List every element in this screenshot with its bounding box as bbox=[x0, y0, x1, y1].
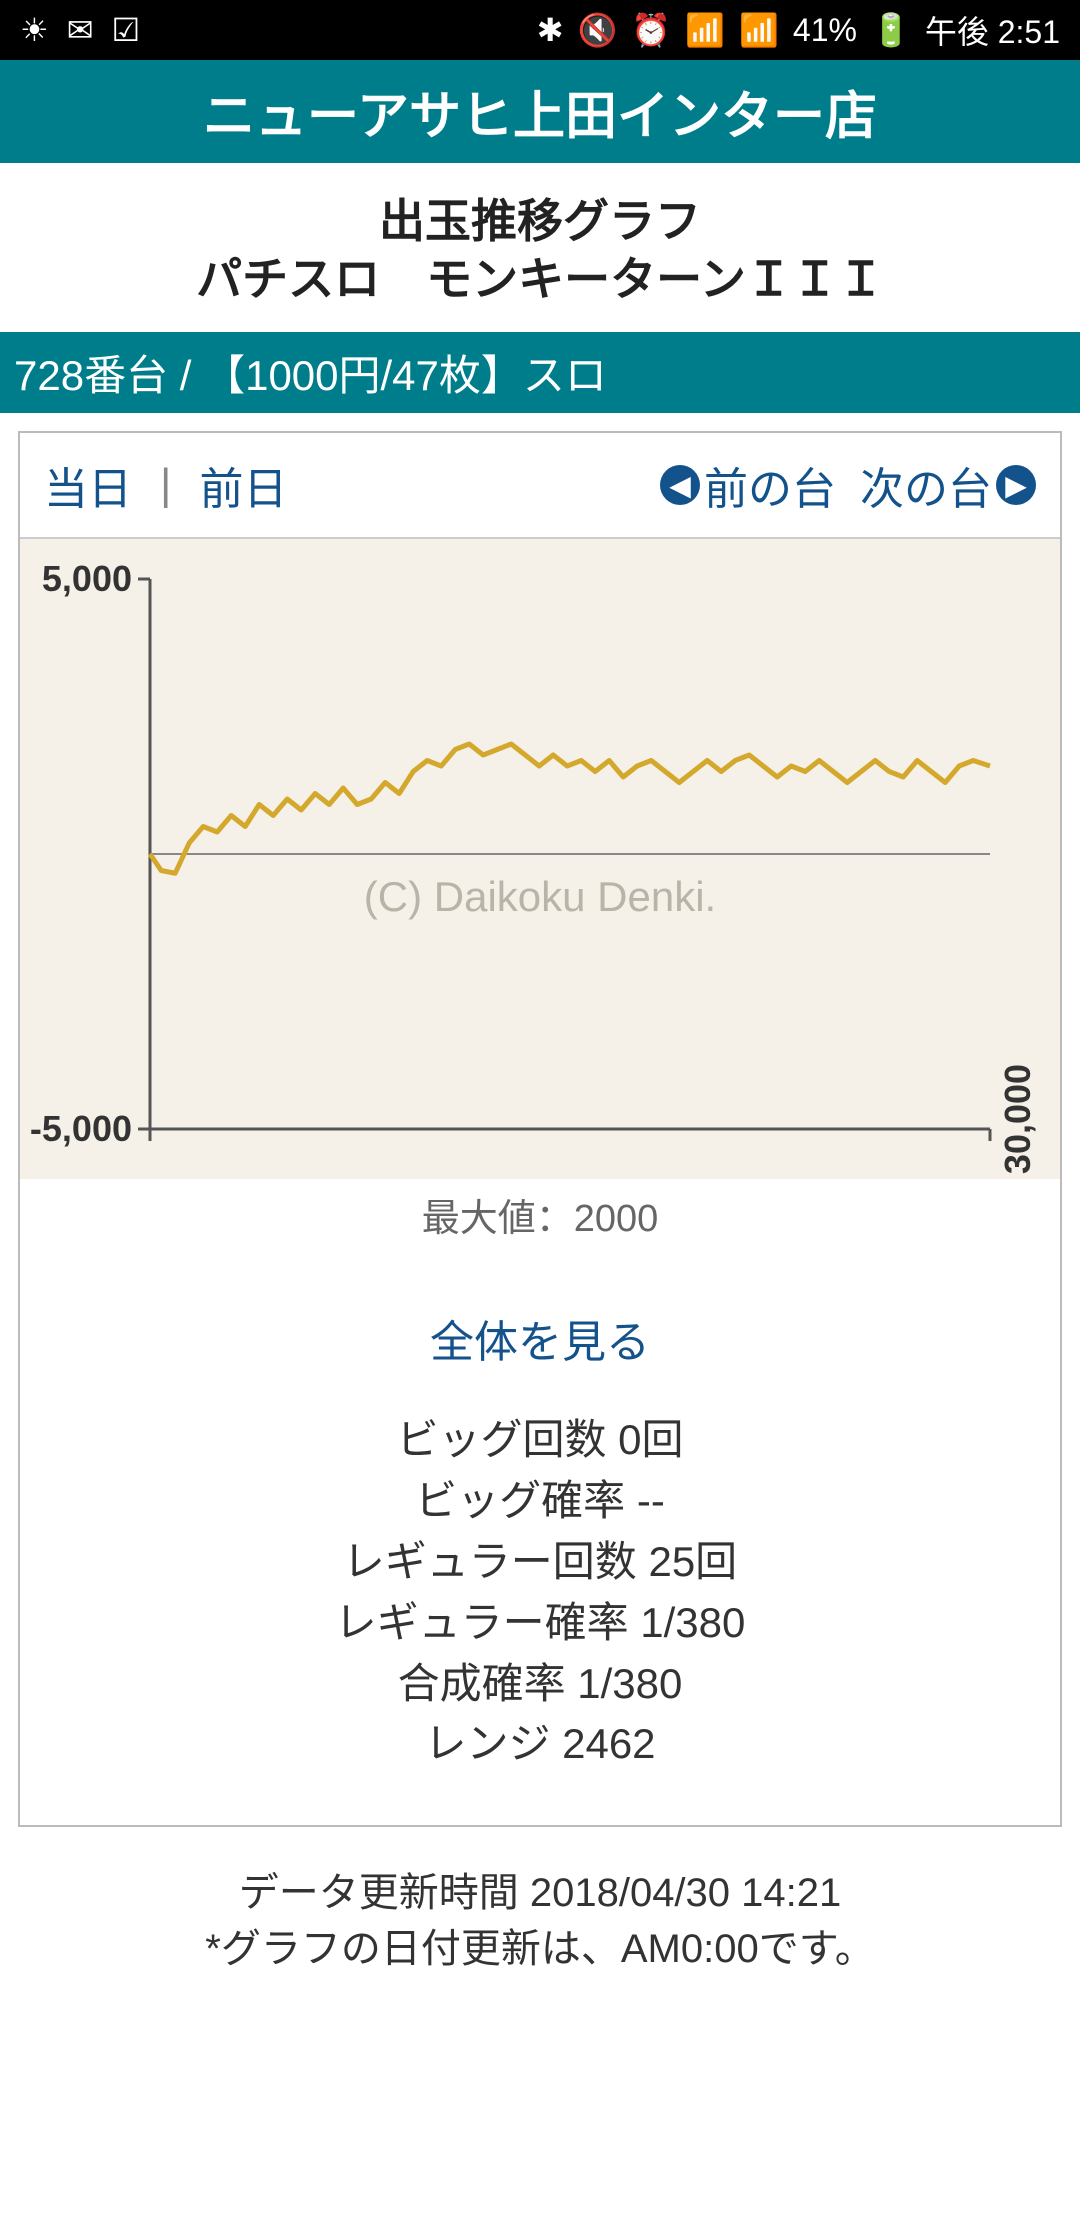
prev-machine-label: 前の台 bbox=[704, 453, 836, 517]
stat-combined-prob: 合成確率 1/380 bbox=[20, 1654, 1060, 1715]
chart-watermark: (C) Daikoku Denki. bbox=[364, 873, 716, 921]
next-machine-link[interactable]: 次の台 ▶ bbox=[860, 453, 1036, 517]
prev-machine-link[interactable]: ◀ 前の台 bbox=[660, 453, 836, 517]
content-panel: 当日 | 前日 ◀ 前の台 次の台 ▶ 5,000 -5,000 30,000 (C… bbox=[18, 431, 1062, 1827]
battery-icon: 🔋 bbox=[871, 11, 911, 49]
arrow-right-icon: ▶ bbox=[996, 465, 1036, 505]
stats-block: ビッグ回数 0回 ビッグ確率 -- レギュラー回数 25回 レギュラー確率 1/… bbox=[20, 1410, 1060, 1825]
machine-nav: ◀ 前の台 次の台 ▶ bbox=[660, 453, 1036, 517]
tab-separator: | bbox=[160, 460, 171, 510]
signal-icon: 📶 bbox=[739, 11, 779, 49]
mute-icon: 🔇 bbox=[578, 11, 618, 49]
mail-icon: ✉ bbox=[67, 11, 94, 49]
status-left-icons: ☀ ✉ ☑ bbox=[20, 11, 140, 49]
stat-big-count: ビッグ回数 0回 bbox=[20, 1410, 1060, 1471]
stat-reg-prob: レギュラー確率 1/380 bbox=[20, 1593, 1060, 1654]
view-all-link[interactable]: 全体を見る bbox=[20, 1256, 1060, 1410]
page-title-section: 出玉推移グラフ パチスロ モンキーターンＩＩＩ bbox=[0, 163, 1080, 332]
wifi-icon: 📶 bbox=[685, 11, 725, 49]
tab-today[interactable]: 当日 bbox=[44, 453, 132, 517]
status-right-icons: ✱ 🔇 ⏰ 📶 📶 41% 🔋 午後 2:51 bbox=[537, 7, 1060, 53]
update-time: データ更新時間 2018/04/30 14:21 bbox=[0, 1865, 1080, 1921]
store-name: ニューアサヒ上田インター店 bbox=[203, 88, 877, 146]
stat-big-prob: ビッグ確率 -- bbox=[20, 1471, 1060, 1532]
clock: 午後 2:51 bbox=[925, 7, 1060, 53]
svg-text:5,000: 5,000 bbox=[42, 558, 132, 599]
update-note: *グラフの日付更新は、AM0:00です。 bbox=[0, 1921, 1080, 1977]
svg-text:30,000: 30,000 bbox=[997, 1064, 1038, 1174]
battery-percent: 41% bbox=[793, 12, 857, 49]
alarm-icon: ⏰ bbox=[631, 11, 671, 49]
bluetooth-icon: ✱ bbox=[537, 11, 564, 49]
checkbox-icon: ☑ bbox=[112, 11, 141, 49]
machine-info-text: 728番台 / 【1000円/47枚】スロ bbox=[14, 352, 607, 399]
footer-info: データ更新時間 2018/04/30 14:21 *グラフの日付更新は、AM0:… bbox=[0, 1845, 1080, 1977]
stat-reg-count: レギュラー回数 25回 bbox=[20, 1532, 1060, 1593]
machine-model: パチスロ モンキーターンＩＩＩ bbox=[0, 251, 1080, 309]
chart-area: 5,000 -5,000 30,000 (C) Daikoku Denki. bbox=[20, 537, 1060, 1179]
max-value-label: 最大値：2000 bbox=[20, 1179, 1060, 1256]
store-header: ニューアサヒ上田インター店 bbox=[0, 60, 1080, 163]
android-status-bar: ☀ ✉ ☑ ✱ 🔇 ⏰ 📶 📶 41% 🔋 午後 2:51 bbox=[0, 0, 1080, 60]
next-machine-label: 次の台 bbox=[860, 453, 992, 517]
graph-title: 出玉推移グラフ bbox=[0, 193, 1080, 251]
weather-icon: ☀ bbox=[20, 11, 49, 49]
tab-yesterday[interactable]: 前日 bbox=[199, 453, 287, 517]
svg-text:-5,000: -5,000 bbox=[30, 1108, 132, 1149]
day-tabs: 当日 | 前日 bbox=[44, 453, 287, 517]
line-chart: 5,000 -5,000 30,000 bbox=[20, 539, 1060, 1179]
machine-info-bar: 728番台 / 【1000円/47枚】スロ bbox=[0, 332, 1080, 413]
tab-navigation: 当日 | 前日 ◀ 前の台 次の台 ▶ bbox=[20, 433, 1060, 537]
arrow-left-icon: ◀ bbox=[660, 465, 700, 505]
stat-range: レンジ 2462 bbox=[20, 1714, 1060, 1775]
